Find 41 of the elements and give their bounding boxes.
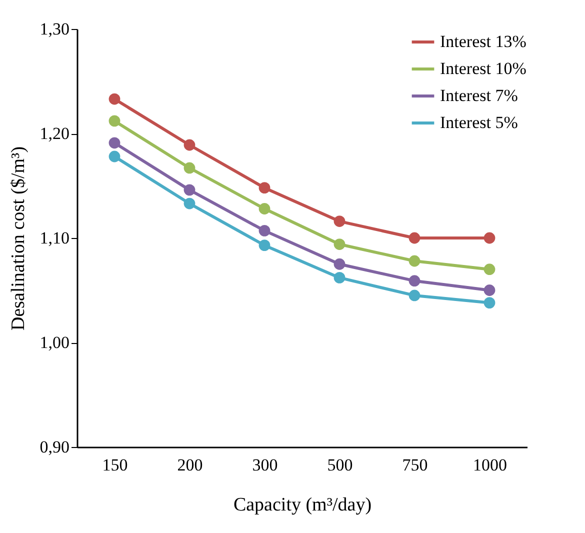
x-tick-label: 1000 — [473, 456, 507, 474]
point — [258, 203, 270, 214]
point — [408, 290, 420, 302]
point — [484, 284, 496, 296]
point — [408, 255, 420, 267]
y-tick-label: 0,90 — [40, 438, 70, 456]
point — [334, 216, 346, 227]
point — [408, 275, 420, 287]
point — [184, 139, 196, 151]
y-tick-label: 1,20 — [40, 124, 70, 143]
y-axis-title: Desalination cost ($/m³) — [8, 146, 29, 331]
x-tick-label: 150 — [102, 456, 128, 474]
x-tick-label: 200 — [177, 456, 203, 474]
point — [258, 182, 270, 194]
point — [108, 115, 120, 127]
point — [334, 272, 346, 284]
x-axis-title: Capacity (m³/day) — [233, 494, 372, 516]
point — [408, 232, 420, 244]
point — [334, 238, 346, 250]
point — [108, 137, 120, 149]
legend-label: Interest 7% — [440, 86, 518, 105]
legend-label: Interest 10% — [440, 59, 526, 78]
x-tick-label: 300 — [252, 456, 278, 474]
point — [184, 198, 196, 210]
point — [258, 240, 270, 252]
point — [258, 224, 270, 236]
point — [484, 297, 496, 308]
y-tick-label: 1,00 — [40, 333, 70, 352]
point — [184, 184, 196, 196]
x-tick-label: 750 — [402, 456, 428, 474]
point — [184, 162, 196, 174]
point — [108, 93, 120, 105]
x-tick-label: 500 — [327, 456, 353, 474]
y-tick-label: 1,30 — [40, 20, 70, 38]
point — [484, 232, 496, 244]
y-tick-label: 1,10 — [40, 228, 70, 248]
legend-label: Interest 13% — [440, 32, 526, 51]
legend-label: Interest 5% — [440, 113, 518, 132]
point — [108, 150, 120, 162]
point — [484, 264, 496, 276]
point — [334, 258, 346, 270]
